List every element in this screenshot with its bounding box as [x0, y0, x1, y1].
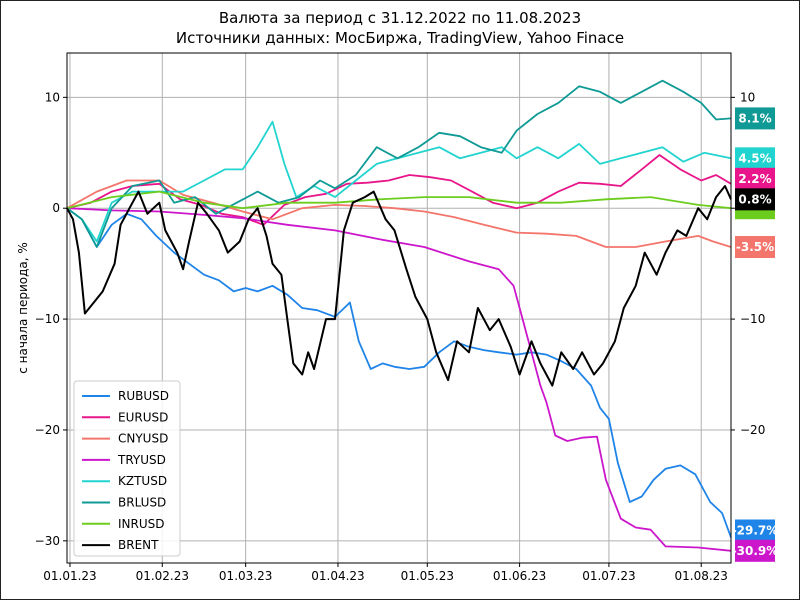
series-line-brlusd [66, 79, 732, 248]
legend-label: BRENT [118, 538, 159, 552]
legend-label: RUBUSD [118, 389, 169, 403]
end-label-text: -29.7% [732, 524, 779, 538]
series-line-brent [66, 185, 732, 387]
y-tick-label-left: −20 [35, 423, 60, 437]
plot-area-border [66, 52, 732, 564]
y-tick-label-left: −10 [35, 312, 60, 326]
chart-subtitle: Источники данных: МосБиржа, TradingView,… [175, 29, 625, 47]
legend-entry-eurusd: EURUSD [82, 410, 168, 424]
y-axis-left: 10 0 −10 −20 −30 [35, 90, 67, 548]
legend-entry-brlusd: BRLUSD [82, 496, 166, 510]
x-tick-label: 01.08.23 [675, 569, 728, 583]
legend-entry-rubusd: RUBUSD [82, 389, 169, 403]
end-label-box [735, 147, 775, 170]
end-label-text: -30.9% [732, 544, 779, 558]
legend-entry-inrusd: INRUSD [82, 517, 165, 531]
chart-title: Валюта за период с 31.12.2022 по 11.08.2… [218, 9, 582, 27]
end-label-box [735, 236, 775, 259]
legend-label: KZTUSD [118, 474, 167, 488]
end-label-text: 0.8% [738, 192, 771, 206]
x-tick-label: 01.02.23 [136, 569, 189, 583]
end-label-kztusd: 4.5% [735, 147, 775, 170]
x-tick-label: 01.05.23 [401, 569, 454, 583]
series-lines [66, 79, 732, 552]
legend-box [73, 380, 181, 557]
end-label-text: 2.2% [738, 172, 771, 186]
x-tick-label: 01.01.23 [43, 569, 96, 583]
end-label-text: 8.1% [738, 111, 771, 125]
end-label-box [735, 519, 775, 542]
x-tick-label: 01.03.23 [219, 569, 272, 583]
y-axis-right: 100−10−20 [731, 90, 765, 437]
end-label-cnyusd: -3.5% [735, 236, 775, 259]
end-label-text: -3.5% [736, 240, 774, 254]
end-label-box [735, 167, 775, 190]
legend-label: CNYUSD [118, 432, 168, 446]
end-label-box [735, 188, 775, 211]
legend: RUBUSD EURUSD CNYUSD TRYUSD KZTUSD BRLUSD INRU… [73, 380, 181, 557]
y-tick-label-right: −20 [740, 423, 765, 437]
legend-entry-kztusd: KZTUSD [82, 474, 167, 488]
legend-entry-tryusd: TRYUSD [82, 453, 166, 467]
legend-entry-brent: BRENT [82, 538, 159, 552]
y-tick-label-right: 10 [740, 90, 755, 104]
end-label-brent: 0.8% [735, 188, 775, 211]
y-tick-label-left: −30 [35, 534, 60, 548]
series-line-rubusd [66, 207, 732, 538]
series-line-eurusd [66, 154, 732, 226]
end-label-rubusd: -29.7% [732, 519, 779, 542]
legend-label: INRUSD [118, 517, 165, 531]
series-line-inrusd [66, 190, 732, 210]
end-label-tryusd: -30.9% [732, 539, 779, 562]
x-axis: 01.01.23 01.02.23 01.03.23 01.04.23 01.05.23… [43, 563, 728, 583]
x-tick-label: 01.04.23 [311, 569, 364, 583]
end-label-text: 4.5% [738, 151, 771, 165]
legend-entry-cnyusd: CNYUSD [82, 432, 168, 446]
end-label-box [735, 107, 775, 130]
end-label-eurusd: 2.2% [735, 167, 775, 190]
series-line-kztusd [66, 120, 732, 243]
y-tick-label-right: −10 [740, 312, 765, 326]
end-label-brlusd: 8.1% [735, 107, 775, 130]
y-tick-label-left: 0 [52, 201, 60, 215]
x-tick-label: 01.07.23 [582, 569, 635, 583]
y-tick-label-left: 10 [45, 90, 60, 104]
x-tick-label: 01.06.23 [493, 569, 546, 583]
end-labels: 8.1% 4.5% 2.2% 0.8% -3.5% -29.7% -30.9% [732, 107, 779, 562]
y-axis-label: с начала периода, % [16, 242, 30, 374]
end-label-box [735, 539, 775, 562]
legend-label: TRYUSD [117, 453, 166, 467]
legend-label: EURUSD [118, 410, 168, 424]
legend-label: BRLUSD [118, 496, 166, 510]
series-line-tryusd [66, 207, 732, 552]
